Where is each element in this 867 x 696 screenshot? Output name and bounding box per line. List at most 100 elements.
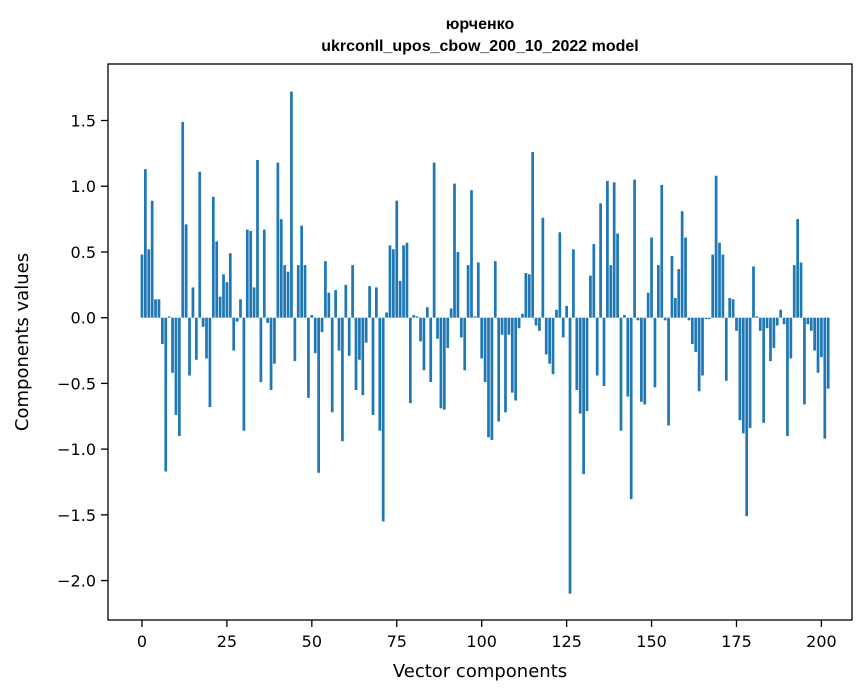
bar-137 <box>606 180 609 318</box>
bar-129 <box>578 317 582 414</box>
bar-88 <box>439 317 443 409</box>
bar-117 <box>538 317 541 331</box>
bar-200 <box>820 317 823 358</box>
bar-84 <box>425 307 429 318</box>
bar-39 <box>273 317 276 364</box>
x-tick-label: 125 <box>551 632 582 651</box>
bar-42 <box>283 265 287 318</box>
bar-61 <box>347 317 351 356</box>
bar-33 <box>252 287 256 318</box>
bar-92 <box>453 183 456 318</box>
bar-8 <box>167 316 171 318</box>
bar-153 <box>660 184 664 318</box>
bar-40 <box>276 162 280 318</box>
bar-14 <box>188 317 191 376</box>
bar-175 <box>735 317 738 331</box>
bar-135 <box>599 203 602 318</box>
bar-151 <box>653 317 657 388</box>
bar-59 <box>341 317 344 442</box>
bar-188 <box>779 309 783 318</box>
bar-202 <box>826 317 830 389</box>
bar-190 <box>786 317 789 436</box>
x-tick-label: 75 <box>387 632 407 651</box>
y-tick-label: −1.5 <box>57 506 96 525</box>
bar-120 <box>548 317 551 364</box>
bar-55 <box>327 292 331 318</box>
bar-56 <box>330 317 334 413</box>
bar-22 <box>215 241 219 318</box>
bar-98 <box>473 316 477 318</box>
bar-48 <box>303 265 307 318</box>
bar-44 <box>290 91 293 318</box>
bar-167 <box>707 317 711 319</box>
bar-31 <box>245 229 249 318</box>
bar-178 <box>745 317 749 517</box>
bar-162 <box>690 317 694 344</box>
bar-102 <box>487 317 490 438</box>
bar-38 <box>269 317 273 390</box>
y-tick-label: 0.0 <box>71 309 96 328</box>
bar-27 <box>232 317 236 351</box>
bar-173 <box>728 297 732 318</box>
bar-152 <box>657 265 660 318</box>
bar-85 <box>429 317 433 383</box>
bar-193 <box>796 219 799 318</box>
bar-145 <box>633 179 636 318</box>
bar-128 <box>575 317 579 390</box>
bar-124 <box>561 317 565 338</box>
y-tick-label: −2.0 <box>57 572 96 591</box>
y-tick-label: −0.5 <box>57 374 96 393</box>
bars-group <box>140 91 830 594</box>
bar-177 <box>741 317 745 434</box>
bar-17 <box>198 171 202 318</box>
bar-3 <box>150 200 154 318</box>
bar-101 <box>483 317 487 383</box>
bar-63 <box>354 317 358 390</box>
bar-171 <box>721 254 725 318</box>
bar-68 <box>371 317 375 415</box>
bar-106 <box>500 317 504 335</box>
bar-75 <box>395 200 399 318</box>
bar-104 <box>493 261 497 318</box>
y-tick-label: −1.0 <box>57 440 96 459</box>
bar-186 <box>772 317 776 348</box>
bar-116 <box>534 317 538 326</box>
bar-191 <box>789 317 793 359</box>
bar-140 <box>616 233 619 318</box>
bar-174 <box>731 299 735 318</box>
bar-29 <box>239 299 242 318</box>
x-axis-label: Vector components <box>393 661 567 682</box>
bar-62 <box>351 265 354 318</box>
bar-2 <box>147 249 151 318</box>
bar-99 <box>476 262 480 318</box>
bar-19 <box>205 317 208 359</box>
bar-74 <box>392 249 395 318</box>
bar-67 <box>368 286 371 318</box>
bar-146 <box>636 317 640 321</box>
bar-155 <box>667 317 670 426</box>
bar-70 <box>378 317 382 431</box>
bar-1 <box>144 169 147 318</box>
bar-78 <box>405 242 409 318</box>
bar-24 <box>222 274 225 318</box>
bar-141 <box>619 317 623 431</box>
x-tick-label: 0 <box>137 632 147 651</box>
bar-12 <box>181 121 185 318</box>
bar-93 <box>456 251 460 318</box>
bar-26 <box>228 253 232 318</box>
bar-4 <box>154 299 157 318</box>
bar-91 <box>449 308 453 318</box>
bar-73 <box>388 245 392 318</box>
chart-subtitle: ukrconll_upos_cbow_200_10_2022 model <box>321 38 638 55</box>
bar-164 <box>697 317 701 392</box>
bar-7 <box>164 317 168 472</box>
bar-41 <box>279 219 283 318</box>
bar-5 <box>157 299 161 318</box>
bar-81 <box>415 316 419 318</box>
bar-119 <box>544 317 548 355</box>
bar-194 <box>799 262 803 318</box>
bar-6 <box>161 317 164 344</box>
bar-50 <box>310 315 314 318</box>
bar-127 <box>572 249 575 318</box>
